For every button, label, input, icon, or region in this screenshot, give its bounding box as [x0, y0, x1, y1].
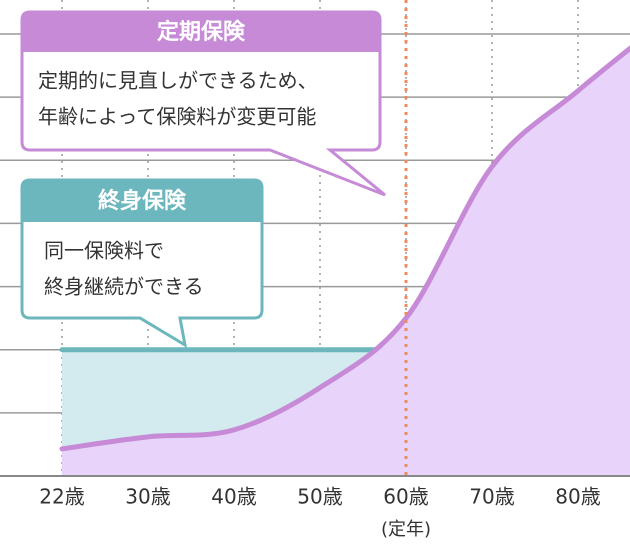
callout-text: 終身継続ができる: [44, 275, 204, 299]
callout-text: 定期的に見直しができるため、: [38, 69, 318, 93]
x-tick-label: 40歳: [211, 485, 256, 509]
callout-header: [22, 12, 380, 52]
area: [62, 48, 630, 476]
x-tick-label: 70歳: [469, 485, 514, 509]
callout-text: 同一保険料で: [44, 239, 164, 263]
annotation-label: (定年): [381, 519, 431, 540]
x-tick-label: 60歳: [383, 485, 428, 509]
x-tick-label: 30歳: [125, 485, 170, 509]
x-tick-label: 22歳: [39, 485, 84, 509]
callout-header: [22, 180, 262, 222]
callout-title: 終身保険: [98, 188, 187, 214]
callout-text: 年齢によって保険料が変更可能: [38, 105, 316, 129]
x-tick-label: 80歳: [555, 485, 600, 509]
line: [59, 45, 630, 452]
x-tick-label: 50歳: [297, 485, 342, 509]
callout-title: 定期保険: [157, 19, 246, 45]
